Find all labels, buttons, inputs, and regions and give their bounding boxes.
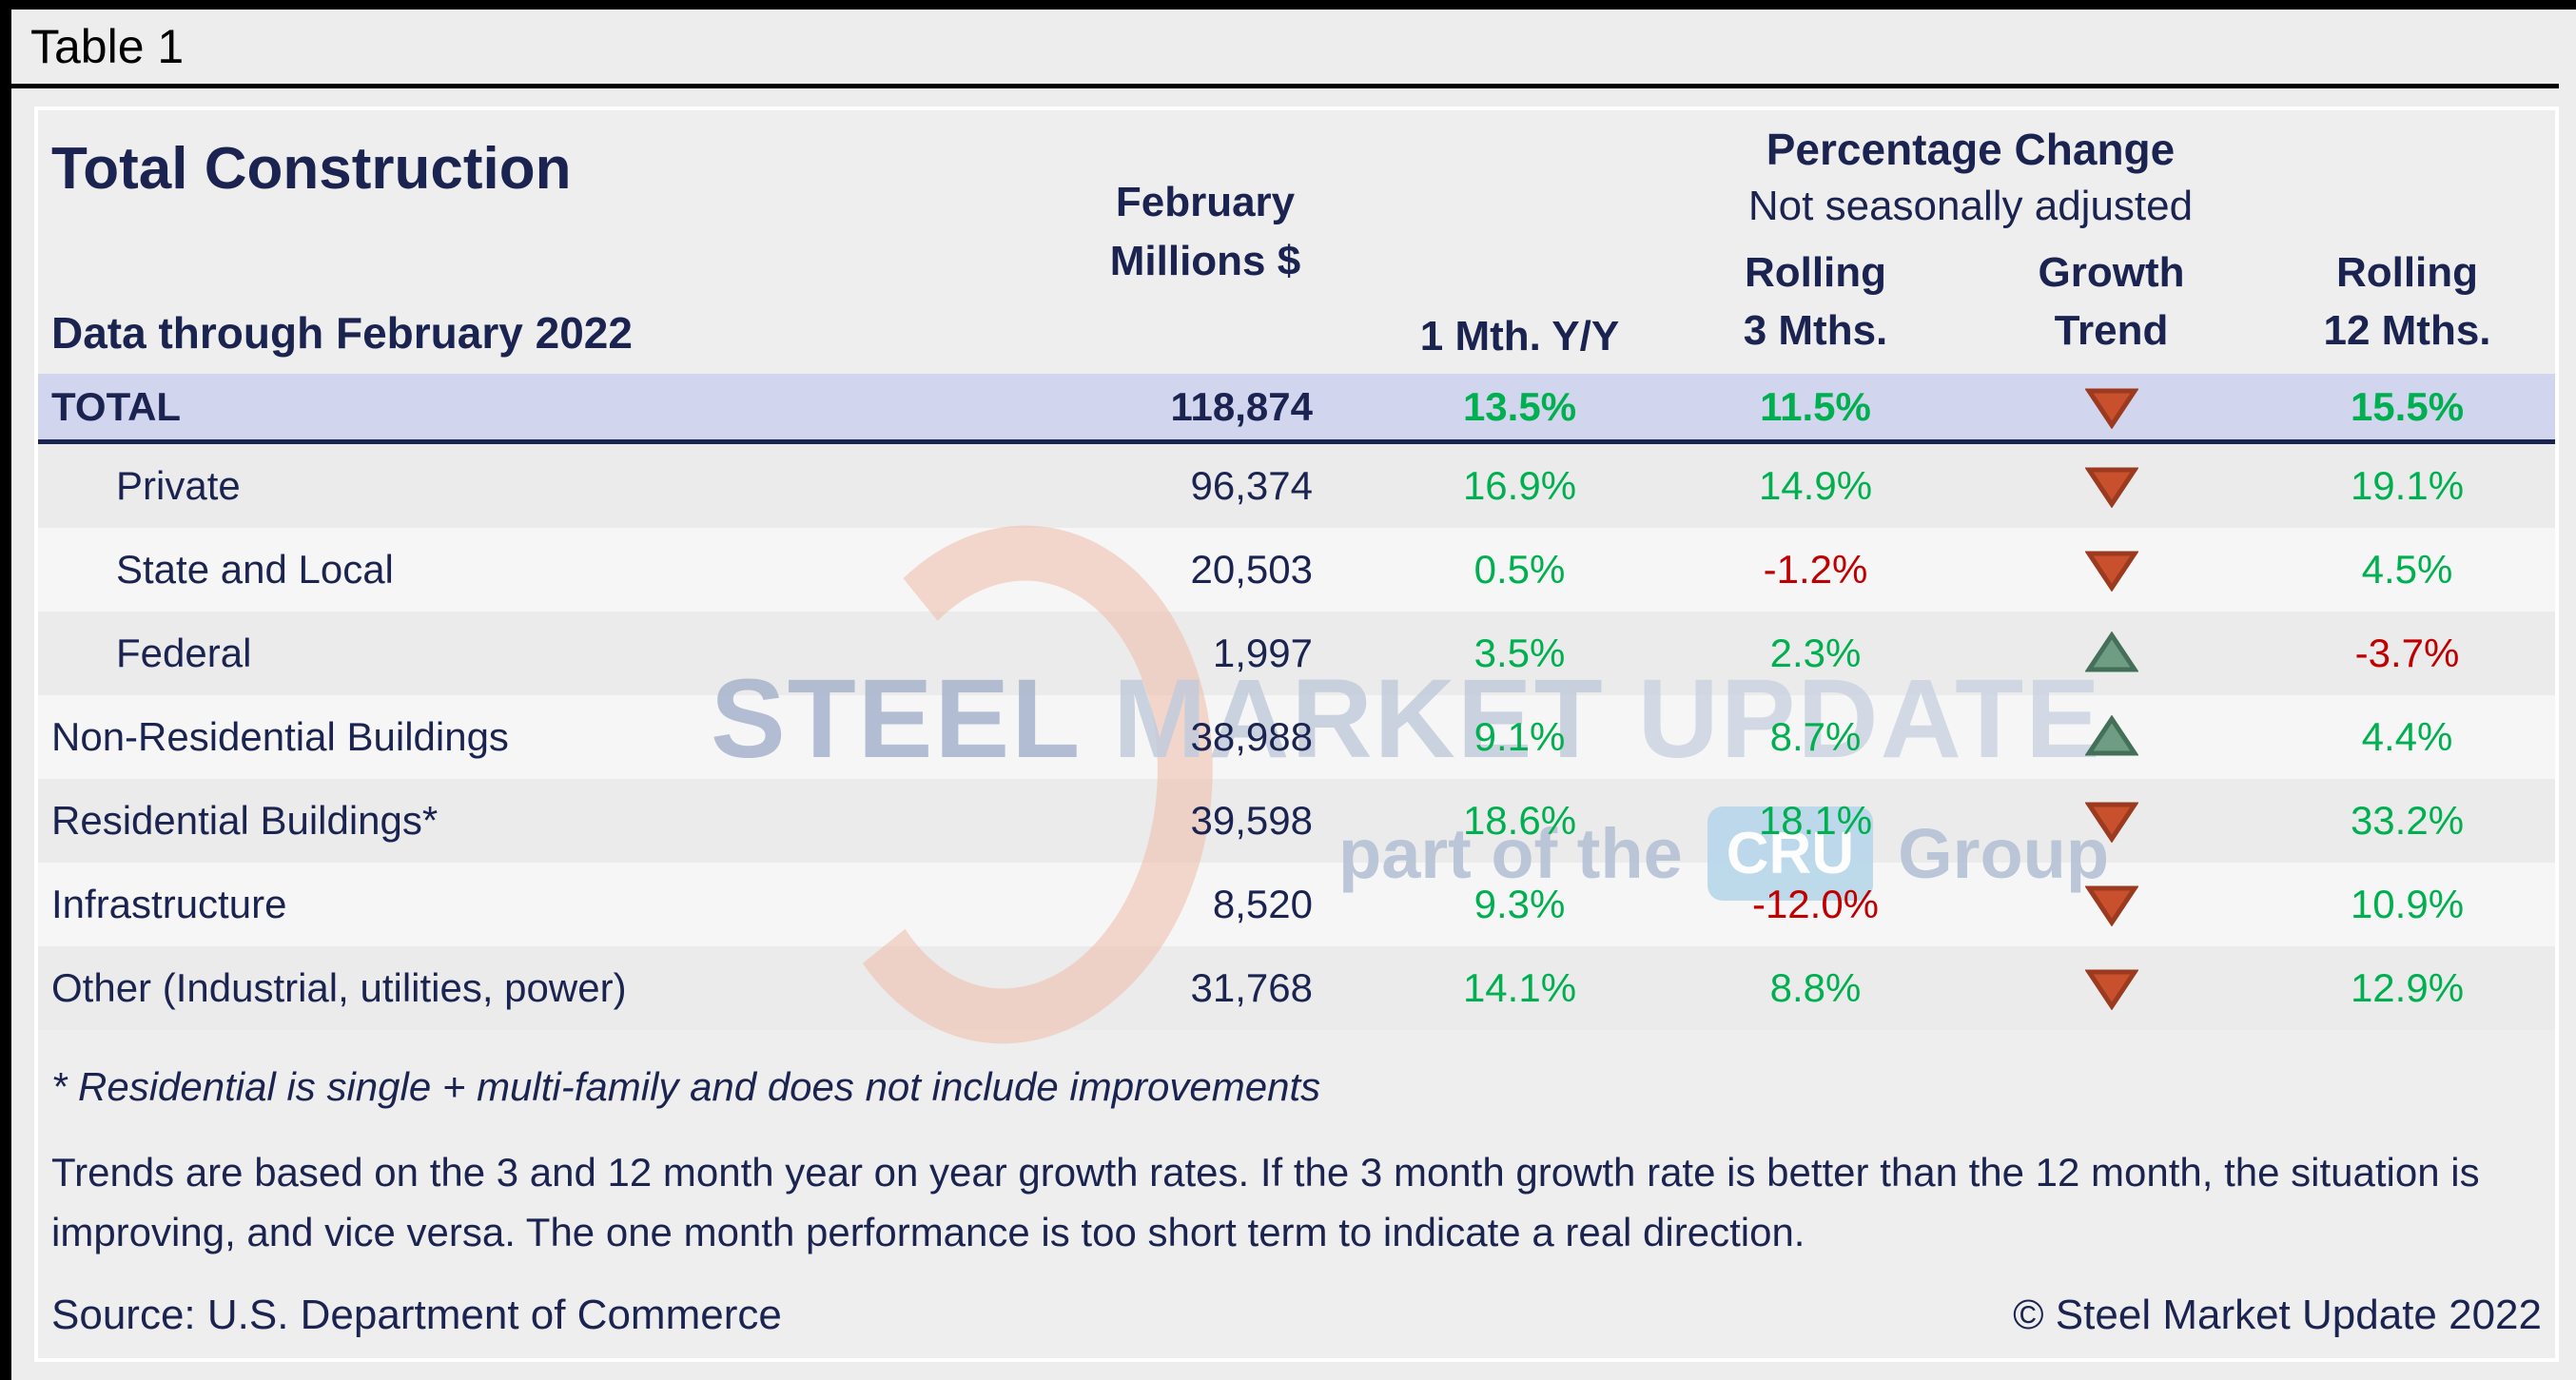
row-total: TOTAL 118,874 13.5% 11.5% 15.5%	[38, 374, 2555, 444]
rolling3-value: 18.1%	[1758, 798, 1873, 843]
column-header-1mth: 1 Mth. Y/Y	[1419, 313, 1620, 360]
growth-trend-arrow	[1963, 715, 2259, 759]
millions-value: 39,598	[1190, 798, 1313, 843]
rolling3-value: 2.3%	[1769, 631, 1862, 675]
rolling12-value: 19.1%	[2350, 463, 2465, 508]
down-triangle-icon	[2084, 467, 2138, 508]
rolling3-value: 8.8%	[1769, 965, 1862, 1010]
down-triangle-icon	[2084, 885, 2138, 926]
down-triangle-icon	[2084, 388, 2138, 429]
trend-methodology-note: Trends are based on the 3 and 12 month y…	[51, 1150, 2480, 1254]
millions-value: 118,874	[1170, 383, 1313, 429]
millions-value: 8,520	[1212, 882, 1313, 926]
row-label: Other (Industrial, utilities, power)	[51, 965, 627, 1010]
paper-background: Table 1 STEEL MARKET UPDATE part of the …	[11, 10, 2576, 1380]
row-non-residential: Non-Residential Buildings 38,988 9.1% 8.…	[38, 695, 2555, 779]
rolling12-value: 4.4%	[2361, 714, 2453, 759]
growth-trend-arrow	[1963, 385, 2259, 429]
top-divider-rule	[11, 84, 2559, 88]
row-private: Private 96,374 16.9% 14.9% 19.1%	[38, 444, 2555, 528]
millions-value: 20,503	[1190, 547, 1313, 592]
rolling12-value: -3.7%	[2354, 631, 2460, 675]
millions-value: 31,768	[1190, 965, 1313, 1010]
m1-value: 0.5%	[1473, 547, 1566, 592]
row-label: State and Local	[116, 547, 394, 592]
row-residential: Residential Buildings* 39,598 18.6% 18.1…	[38, 779, 2555, 863]
rolling3-value: 11.5%	[1760, 383, 1871, 429]
growth-trend-arrow	[1963, 966, 2259, 1010]
up-triangle-icon	[2084, 632, 2138, 672]
millions-value: 96,374	[1190, 463, 1313, 508]
m1-value: 16.9%	[1462, 463, 1577, 508]
row-label: Private	[116, 463, 241, 508]
source-text: Source: U.S. Department of Commerce	[51, 1292, 782, 1338]
column-header-growth-trend: Growth Trend	[2038, 248, 2185, 355]
growth-trend-arrow	[1963, 883, 2259, 926]
m1-value: 13.5%	[1462, 383, 1577, 429]
m1-value: 14.1%	[1462, 965, 1577, 1010]
row-label: TOTAL	[51, 383, 182, 429]
rolling3-value: -1.2%	[1763, 547, 1868, 592]
source-row: Source: U.S. Department of Commerce © St…	[38, 1292, 2555, 1358]
growth-trend-arrow	[1963, 464, 2259, 508]
millions-value: 1,997	[1212, 631, 1313, 675]
growth-trend-arrow	[1963, 632, 2259, 675]
page-title: Total Construction	[51, 136, 572, 202]
table-header: Total Construction Data through February…	[38, 110, 2555, 374]
row-label: Infrastructure	[51, 882, 287, 926]
pct-change-group-header: Percentage Change	[1766, 125, 2176, 174]
pct-change-group-subheader: Not seasonally adjusted	[1747, 183, 2194, 229]
down-triangle-icon	[2084, 969, 2138, 1010]
data-through-subtitle: Data through February 2022	[51, 308, 633, 358]
m1-value: 18.6%	[1462, 798, 1577, 843]
m1-value: 9.3%	[1473, 882, 1566, 926]
row-label: Federal	[116, 631, 252, 675]
column-header-rolling3: Rolling 3 Mths.	[1743, 248, 1888, 355]
rolling3-value: -12.0%	[1751, 882, 1880, 926]
row-federal: Federal 1,997 3.5% 2.3% -3.7%	[38, 612, 2555, 695]
residential-footnote: * Residential is single + multi-family a…	[51, 1064, 1321, 1109]
rolling12-value: 10.9%	[2350, 882, 2465, 926]
row-label: Residential Buildings*	[51, 798, 439, 843]
rolling12-value: 33.2%	[2350, 798, 2465, 843]
m1-value: 9.1%	[1473, 714, 1566, 759]
rolling12-value: 4.5%	[2361, 547, 2453, 592]
millions-value: 38,988	[1190, 714, 1313, 759]
construction-table-card: Total Construction Data through February…	[34, 107, 2559, 1362]
down-triangle-icon	[2084, 551, 2138, 592]
row-other: Other (Industrial, utilities, power) 31,…	[38, 946, 2555, 1030]
column-header-rolling12: Rolling 12 Mths.	[2323, 248, 2491, 355]
up-triangle-icon	[2084, 715, 2138, 756]
row-state-and-local: State and Local 20,503 0.5% -1.2% 4.5%	[38, 528, 2555, 612]
m1-value: 3.5%	[1473, 631, 1566, 675]
rolling3-value: 14.9%	[1758, 463, 1873, 508]
row-label: Non-Residential Buildings	[51, 714, 509, 759]
rolling3-value: 8.7%	[1769, 714, 1862, 759]
row-infrastructure: Infrastructure 8,520 9.3% -12.0% 10.9%	[38, 863, 2555, 946]
rolling12-value: 15.5%	[2350, 383, 2465, 429]
rolling12-value: 12.9%	[2350, 965, 2465, 1010]
down-triangle-icon	[2084, 802, 2138, 843]
table-number-label: Table 1	[30, 20, 185, 73]
table-body: Private 96,374 16.9% 14.9% 19.1% State a…	[38, 444, 2555, 1030]
column-header-millions: February Millions $	[1109, 179, 1301, 285]
growth-trend-arrow	[1963, 799, 2259, 843]
copyright-text: © Steel Market Update 2022	[2013, 1292, 2542, 1338]
growth-trend-arrow	[1963, 548, 2259, 592]
